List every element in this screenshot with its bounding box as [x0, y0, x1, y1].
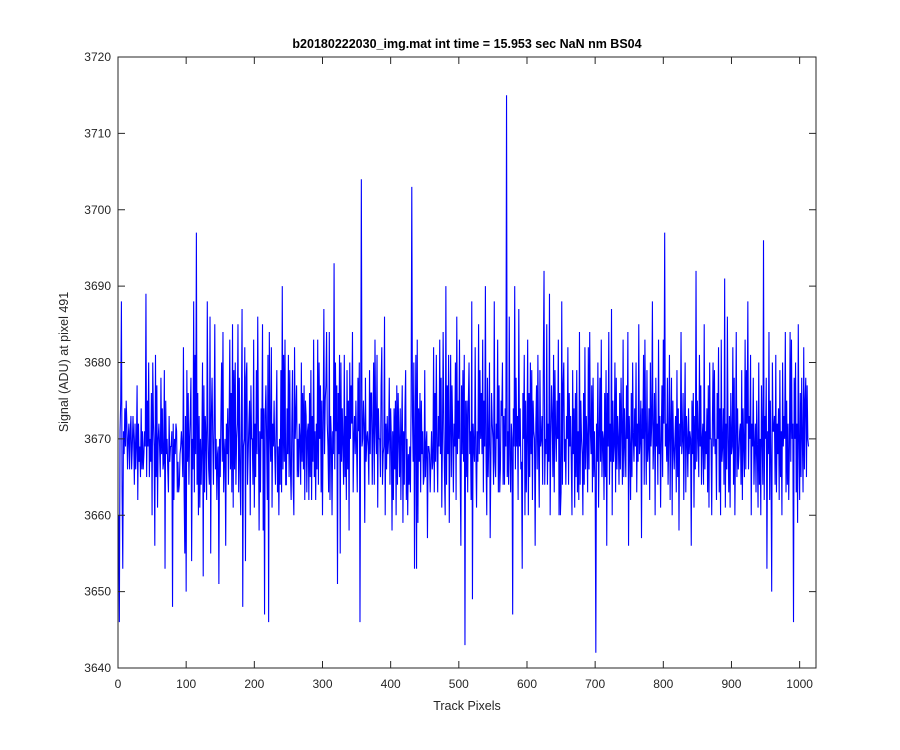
- x-tick-label: 100: [176, 677, 196, 691]
- series-layer: [118, 95, 810, 653]
- y-tick-label: 3700: [84, 203, 111, 217]
- y-tick-label: 3670: [84, 432, 111, 446]
- x-tick-label: 600: [517, 677, 537, 691]
- x-tick-label: 200: [244, 677, 264, 691]
- y-tick-label: 3650: [84, 585, 111, 599]
- x-tick-label: 500: [449, 677, 469, 691]
- x-tick-label: 0: [115, 677, 122, 691]
- y-tick-label: 3660: [84, 508, 111, 522]
- x-tick-label: 1000: [786, 677, 813, 691]
- y-tick-label: 3680: [84, 356, 111, 370]
- x-axis-ticks: 0 100 200 300 400 500 600 700 800 900 1000: [115, 57, 813, 691]
- y-tick-label: 3640: [84, 661, 111, 675]
- x-tick-label: 400: [381, 677, 401, 691]
- y-tick-label: 3710: [84, 126, 111, 140]
- x-tick-label: 900: [721, 677, 741, 691]
- x-tick-label: 300: [312, 677, 332, 691]
- x-axis-label: Track Pixels: [433, 699, 501, 713]
- y-tick-label: 3720: [84, 50, 111, 64]
- y-axis-label: Signal (ADU) at pixel 491: [57, 292, 71, 432]
- y-tick-label: 3690: [84, 279, 111, 293]
- y-axis-ticks: 3640 3650 3660 3670 3680 3690 3700 3710 3720: [84, 50, 816, 675]
- x-tick-label: 700: [585, 677, 605, 691]
- chart-title: b20180222030_img.mat int time = 15.953 s…: [292, 37, 641, 51]
- x-tick-label: 800: [653, 677, 673, 691]
- series-line-0: [118, 95, 810, 653]
